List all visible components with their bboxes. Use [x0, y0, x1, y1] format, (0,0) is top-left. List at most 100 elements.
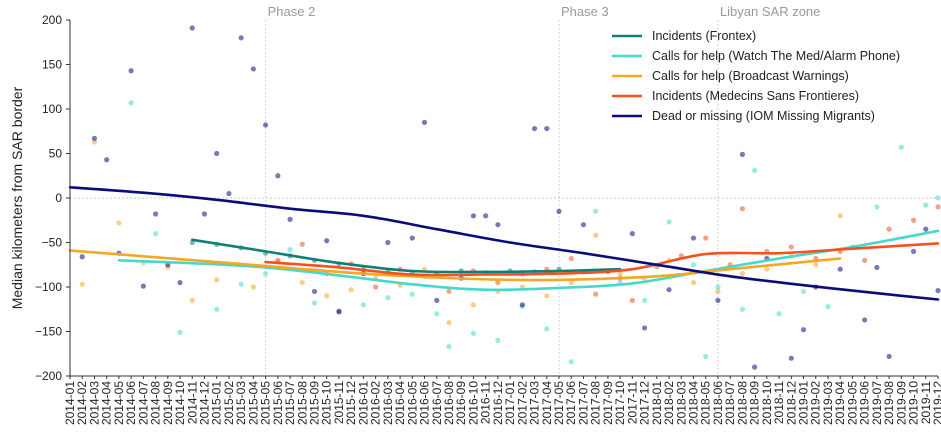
- y-tick-label: 100: [42, 102, 62, 116]
- x-tick-label: 2016-10: [466, 381, 480, 425]
- data-point-series-4: [434, 297, 440, 303]
- data-point-series-2: [715, 288, 721, 295]
- y-tick-label: −200: [35, 369, 62, 383]
- x-tick-label: 2014-06: [124, 381, 138, 425]
- x-tick-label: 2015-11: [332, 381, 346, 424]
- data-point-series-1: [152, 231, 159, 237]
- data-point-series-4: [201, 211, 208, 217]
- data-point-series-4: [837, 266, 843, 272]
- x-tick-label: 2018-07: [723, 381, 737, 425]
- x-tick-label: 2019-01: [797, 381, 811, 425]
- x-tick-label: 2015-07: [283, 381, 297, 425]
- x-tick-label: 2014-11: [185, 381, 199, 424]
- data-point-series-2: [91, 139, 98, 145]
- data-point-series-2: [214, 277, 220, 283]
- data-point-series-4: [715, 297, 721, 303]
- data-point-series-2: [568, 279, 574, 286]
- x-tick-label: 2016-07: [430, 381, 444, 425]
- x-tick-label: 2016-12: [491, 381, 505, 425]
- data-point-series-4: [641, 325, 648, 331]
- y-tick-label: −150: [35, 325, 62, 339]
- data-point-series-4: [189, 25, 195, 31]
- x-tick-label: 2017-08: [589, 381, 603, 425]
- trend-line-series-3: [264, 242, 940, 277]
- x-tick-label: 2015-05: [259, 381, 273, 425]
- x-tick-label: 2017-02: [515, 381, 529, 425]
- data-point-series-4: [788, 355, 794, 361]
- x-tick-label: 2018-01: [650, 381, 664, 425]
- data-point-series-1: [641, 297, 648, 303]
- data-point-series-4: [666, 287, 672, 293]
- data-point-series-1: [434, 311, 440, 317]
- x-tick-label: 2014-09: [161, 381, 175, 425]
- data-point-series-3: [593, 291, 599, 297]
- x-tick-label: 2017-12: [638, 381, 652, 425]
- legend-label-1: Calls for help (Watch The Med/Alarm Phon…: [652, 49, 900, 63]
- data-point-series-4: [311, 288, 318, 295]
- x-tick-label: 2019-08: [882, 381, 896, 425]
- data-point-series-4: [214, 150, 220, 157]
- data-point-series-1: [800, 288, 807, 295]
- data-point-series-4: [752, 364, 758, 370]
- y-tick-labels: 200 150 100 50 0 −50 −100 −150 −200: [35, 13, 70, 383]
- y-axis-title: Median kilometers from SAR border: [9, 86, 25, 309]
- y-tick-label: −100: [35, 280, 62, 294]
- data-point-series-2: [470, 302, 477, 308]
- data-point-series-1: [214, 306, 220, 312]
- data-point-series-4: [935, 287, 941, 294]
- data-point-series-3: [568, 255, 574, 262]
- data-point-series-1: [923, 202, 929, 208]
- data-point-series-4: [177, 279, 183, 286]
- x-tick-label: 2014-08: [149, 381, 163, 425]
- x-tick-label: 2016-09: [454, 381, 468, 425]
- data-point-series-2: [593, 232, 599, 238]
- x-tick-label: 2017-05: [552, 381, 566, 425]
- data-point-series-3: [299, 241, 305, 247]
- x-tick-labels: 2014-012014-022014-032014-042014-052014-…: [63, 376, 941, 425]
- y-tick-label: 150: [42, 58, 62, 72]
- x-tick-label: 2016-03: [381, 381, 395, 425]
- phase-label-2: Libyan SAR zone: [720, 4, 820, 19]
- x-tick-label: 2014-07: [136, 381, 150, 425]
- data-point-series-1: [935, 195, 941, 201]
- data-point-series-4: [519, 302, 525, 308]
- x-tick-label: 2018-09: [748, 381, 762, 425]
- data-point-series-4: [324, 238, 330, 244]
- data-point-series-3: [886, 226, 892, 232]
- data-point-series-4: [874, 264, 880, 271]
- data-point-series-1: [311, 300, 318, 306]
- x-tick-label: 2015-03: [234, 381, 248, 425]
- x-tick-label: 2017-07: [576, 381, 590, 425]
- x-tick-label: 2015-06: [271, 381, 285, 425]
- data-point-series-3: [373, 284, 379, 290]
- data-point-series-1: [715, 284, 721, 290]
- data-point-series-1: [495, 337, 501, 343]
- phase-label-1: Phase 3: [561, 4, 609, 19]
- data-point-series-4: [910, 248, 917, 254]
- data-point-series-4: [556, 208, 562, 214]
- data-point-series-4: [250, 66, 256, 72]
- x-tick-label: 2015-08: [295, 381, 309, 425]
- x-tick-label: 2019-06: [858, 381, 872, 425]
- data-point-series-4: [886, 353, 892, 360]
- data-point-series-3: [739, 206, 745, 212]
- x-tick-label: 2019-07: [870, 381, 884, 425]
- x-tick-label: 2016-02: [369, 381, 383, 425]
- x-tick-label: 2016-04: [393, 381, 407, 425]
- y-tick-label: 200: [42, 13, 62, 27]
- y-tick-label: 0: [55, 191, 62, 205]
- data-point-series-2: [348, 287, 354, 293]
- x-tick-label: 2017-01: [503, 381, 517, 425]
- data-point-series-4: [104, 157, 110, 163]
- x-tick-label: 2019-03: [821, 381, 835, 425]
- data-point-series-1: [825, 303, 831, 310]
- x-tick-label: 2017-03: [528, 381, 542, 425]
- x-tick-label: 2018-10: [760, 381, 774, 425]
- data-point-series-1: [360, 302, 367, 308]
- trend-line-series-1: [117, 229, 940, 292]
- data-point-series-4: [79, 254, 85, 260]
- data-point-series-1: [739, 306, 745, 312]
- y-tick-label: −50: [42, 236, 63, 250]
- data-point-series-4: [544, 125, 550, 132]
